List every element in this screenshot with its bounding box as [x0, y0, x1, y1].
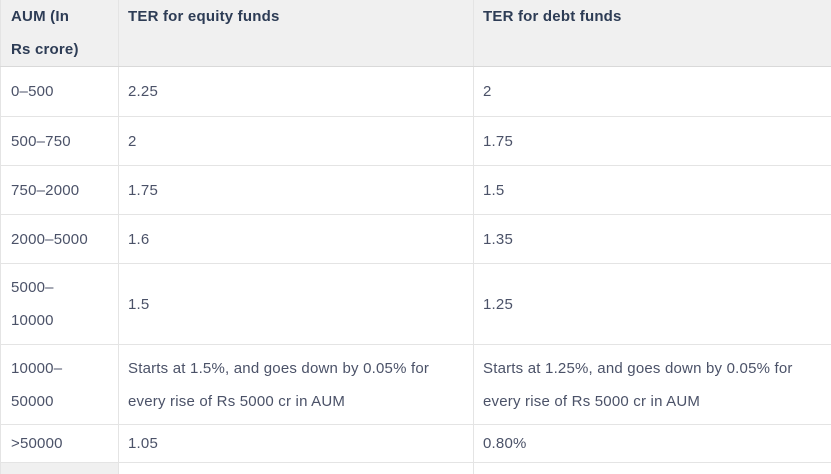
debt-ter-cell: 1.35	[473, 214, 831, 264]
aum-range-cell: 500–750	[0, 116, 119, 166]
debt-ter-cell: 1.5	[473, 165, 831, 215]
debt-ter-cell: 1.25	[473, 263, 831, 345]
column-header-equity-ter: TER for equity funds	[118, 0, 474, 67]
equity-ter-cell: 2.25	[118, 66, 474, 117]
table-row: 750–2000 1.75 1.5	[0, 165, 831, 215]
aum-range-cell: 5000–10000	[0, 263, 119, 345]
aum-range-cell: >50000	[0, 424, 119, 463]
table-row: 0–500 2.25 2	[0, 66, 831, 117]
aum-range-cell: 10000–50000	[0, 344, 119, 425]
table-row: 5000–10000 1.5 1.25	[0, 263, 831, 345]
equity-ter-cell: 2	[118, 116, 474, 166]
debt-ter-cell: 2	[473, 66, 831, 117]
aum-range-cell	[0, 462, 119, 474]
equity-ter-cell: 1.6	[118, 214, 474, 264]
debt-ter-cell: 1.75	[473, 116, 831, 166]
table-row: >50000 1.05 0.80%	[0, 424, 831, 463]
equity-ter-cell: 1.5	[118, 263, 474, 345]
column-header-debt-ter: TER for debt funds	[473, 0, 831, 67]
table-row: 500–750 2 1.75	[0, 116, 831, 166]
equity-ter-cell: 1.05	[118, 424, 474, 463]
debt-ter-cell: Starts at 1.25%, and goes down by 0.05% …	[473, 344, 831, 425]
aum-range-cell: 750–2000	[0, 165, 119, 215]
aum-range-cell: 2000–5000	[0, 214, 119, 264]
debt-ter-cell	[473, 462, 831, 474]
equity-ter-cell: Starts at 1.5%, and goes down by 0.05% f…	[118, 344, 474, 425]
debt-ter-cell: 0.80%	[473, 424, 831, 463]
aum-range-cell: 0–500	[0, 66, 119, 117]
table-row: 2000–5000 1.6 1.35	[0, 214, 831, 264]
equity-ter-cell	[118, 462, 474, 474]
table-row: 10000–50000 Starts at 1.5%, and goes dow…	[0, 344, 831, 425]
table-header-row: AUM (In Rs crore) TER for equity funds T…	[0, 0, 831, 67]
table-row-partial	[0, 462, 831, 474]
column-header-aum: AUM (In Rs crore)	[0, 0, 119, 67]
equity-ter-cell: 1.75	[118, 165, 474, 215]
